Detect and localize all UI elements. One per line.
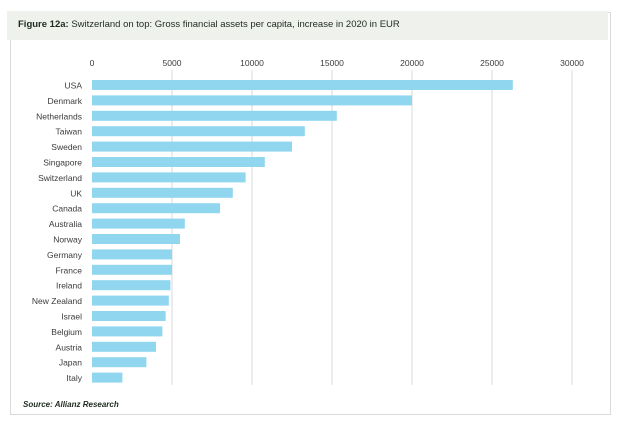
bar-taiwan — [92, 126, 305, 137]
bar-denmark — [92, 95, 412, 106]
category-label: Sweden — [51, 142, 82, 152]
category-label: Switzerland — [38, 173, 82, 183]
bar-israel — [92, 311, 166, 321]
bar-switzerland — [92, 172, 246, 183]
category-label: Belgium — [51, 327, 82, 337]
bar-canada — [92, 203, 220, 214]
bar-belgium — [92, 326, 163, 337]
bar-netherlands — [92, 110, 337, 121]
bar-new-zealand — [92, 295, 169, 306]
bar-france — [92, 264, 172, 275]
source-note: Source: Allianz Research — [23, 400, 119, 409]
category-label: USA — [65, 81, 83, 91]
category-label: Austria — [56, 342, 83, 352]
x-tick-label: 25000 — [480, 58, 504, 68]
chart-title-text: Switzerland on top: Gross financial asse… — [71, 19, 400, 30]
category-label: Norway — [53, 235, 83, 245]
x-tick-label: 0 — [90, 58, 95, 68]
category-label: France — [56, 265, 83, 275]
x-tick-label: 15000 — [320, 58, 344, 68]
category-label: Taiwan — [56, 127, 83, 137]
bar-australia — [92, 218, 185, 229]
x-tick-label: 30000 — [560, 58, 584, 68]
category-label: Netherlands — [36, 111, 82, 121]
bar-singapore — [92, 157, 265, 167]
category-label: Singapore — [43, 158, 82, 168]
category-label: Japan — [59, 358, 82, 368]
category-label: New Zealand — [32, 296, 82, 306]
chart-title: Figure 12a: Switzerland on top: Gross fi… — [18, 19, 400, 30]
category-label: Denmark — [48, 96, 83, 106]
title-bar — [7, 11, 608, 40]
category-label: Italy — [66, 373, 82, 383]
category-label: Canada — [52, 204, 82, 214]
bar-usa — [92, 80, 513, 90]
category-label: Germany — [47, 250, 83, 260]
category-label: Australia — [49, 219, 82, 229]
bar-italy — [92, 372, 123, 383]
bar-norway — [92, 234, 180, 244]
category-label: Israel — [61, 312, 82, 322]
figure-label: Figure 12a: — [18, 19, 69, 30]
bar-uk — [92, 187, 233, 198]
category-label: Ireland — [56, 281, 82, 291]
x-tick-label: 20000 — [400, 58, 424, 68]
bar-austria — [92, 341, 156, 352]
x-tick-label: 10000 — [240, 58, 264, 68]
bar-japan — [92, 357, 147, 368]
x-tick-label: 5000 — [163, 58, 182, 68]
bar-ireland — [92, 280, 171, 291]
bar-sweden — [92, 141, 292, 152]
category-label: UK — [70, 188, 82, 198]
bar-germany — [92, 249, 172, 260]
